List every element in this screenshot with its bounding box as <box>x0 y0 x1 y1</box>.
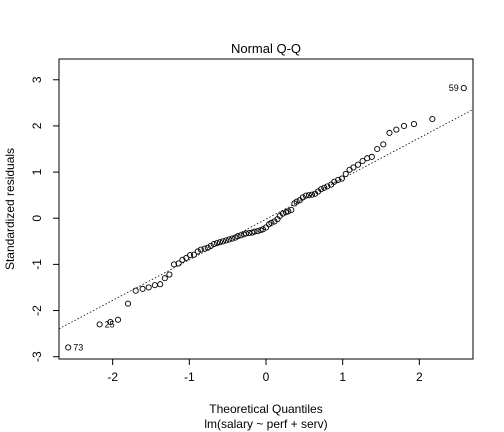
reference-line <box>58 109 474 330</box>
data-point <box>220 238 227 245</box>
data-point <box>204 244 211 251</box>
data-point <box>460 85 467 92</box>
data-point <box>429 115 436 123</box>
data-point <box>114 316 122 323</box>
data-point <box>338 175 345 182</box>
data-point <box>157 281 164 288</box>
data-point <box>368 153 375 160</box>
data-point <box>96 321 103 328</box>
data-point <box>380 141 387 148</box>
data-point <box>354 161 362 168</box>
x-tick-label: -1 <box>184 370 195 384</box>
data-point <box>254 228 261 235</box>
x-axis-label: Theoretical Quantiles <box>209 402 322 416</box>
data-point <box>359 157 366 165</box>
y-tick-label: 2 <box>30 122 44 129</box>
x-axis: -2 -1 0 1 2 <box>107 358 423 384</box>
data-point <box>386 129 393 136</box>
data-point <box>65 344 72 351</box>
data-point <box>285 208 292 215</box>
data-point <box>145 284 152 291</box>
y-tick-label: 1 <box>30 168 44 175</box>
data-point <box>179 256 186 263</box>
data-point <box>324 183 331 190</box>
data-point <box>259 226 266 233</box>
x-tick-label: -2 <box>107 370 118 384</box>
data-point <box>201 245 208 252</box>
data-point <box>166 271 173 278</box>
data-point <box>210 241 217 248</box>
data-point <box>190 251 197 258</box>
x-tick-label: 2 <box>416 370 423 384</box>
data-point <box>331 178 338 185</box>
data-point <box>139 285 146 292</box>
data-point <box>393 126 400 133</box>
data-point <box>237 232 244 239</box>
y-tick-label: 0 <box>30 215 44 222</box>
data-point <box>194 248 201 255</box>
data-point <box>216 239 224 246</box>
data-point <box>246 229 253 237</box>
y-tick-label: -3 <box>30 351 44 362</box>
x-tick-label: 1 <box>339 370 346 384</box>
data-point <box>234 233 241 240</box>
x-axis-sublabel: lm(salary ~ perf + serv) <box>204 417 327 431</box>
data-point <box>308 191 316 198</box>
y-tick-label: -1 <box>30 259 44 270</box>
data-point <box>229 235 236 242</box>
data-point <box>346 166 353 173</box>
y-axis: -3 -2 -1 0 1 2 3 <box>30 76 60 362</box>
data-point <box>207 242 214 249</box>
plot-frame <box>58 58 474 360</box>
point-label: 25 <box>105 319 115 329</box>
data-point <box>321 184 328 191</box>
y-tick-label: -2 <box>30 305 44 316</box>
data-point <box>251 228 258 235</box>
y-tick-label: 3 <box>30 76 44 83</box>
point-label: 59 <box>449 83 459 93</box>
data-point <box>187 252 194 259</box>
data-point <box>175 260 182 267</box>
data-point <box>124 300 132 307</box>
data-point <box>410 121 418 128</box>
data-point <box>305 192 312 199</box>
data-point <box>318 186 325 193</box>
data-point <box>400 122 408 129</box>
data-point <box>161 275 168 282</box>
data-point <box>374 145 381 153</box>
data-point <box>262 224 270 231</box>
data-point <box>151 282 158 289</box>
x-tick-label: 0 <box>263 370 270 384</box>
data-points <box>65 85 467 351</box>
data-point <box>132 287 139 294</box>
point-label: 73 <box>73 342 83 352</box>
data-point <box>223 237 230 244</box>
data-point <box>279 210 286 217</box>
data-point <box>302 192 309 199</box>
data-point <box>213 240 220 247</box>
data-point <box>107 319 114 326</box>
data-point <box>335 176 342 183</box>
data-point <box>299 194 306 201</box>
data-point <box>197 246 204 253</box>
data-point <box>288 206 295 213</box>
chart-title: Normal Q-Q <box>231 41 301 56</box>
data-point <box>170 261 178 268</box>
data-point <box>350 164 357 171</box>
data-point <box>342 170 349 177</box>
data-point <box>293 198 300 205</box>
point-labels: 73 25 59 <box>73 83 459 352</box>
data-point <box>268 219 275 226</box>
y-axis-label: Standardized residuals <box>3 148 17 270</box>
data-point <box>243 230 250 237</box>
data-point <box>226 236 233 243</box>
